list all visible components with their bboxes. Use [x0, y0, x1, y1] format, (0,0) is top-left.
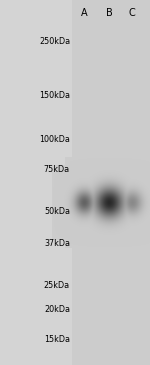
- Text: 50kDa: 50kDa: [44, 207, 70, 216]
- Text: C: C: [129, 8, 135, 18]
- Text: 75kDa: 75kDa: [44, 165, 70, 173]
- Text: B: B: [106, 8, 112, 18]
- Text: 100kDa: 100kDa: [39, 134, 70, 143]
- Text: 20kDa: 20kDa: [44, 304, 70, 314]
- Text: 25kDa: 25kDa: [44, 280, 70, 289]
- Text: 250kDa: 250kDa: [39, 38, 70, 46]
- Text: A: A: [81, 8, 87, 18]
- Text: 15kDa: 15kDa: [44, 334, 70, 343]
- Text: 37kDa: 37kDa: [44, 239, 70, 249]
- Text: 150kDa: 150kDa: [39, 92, 70, 100]
